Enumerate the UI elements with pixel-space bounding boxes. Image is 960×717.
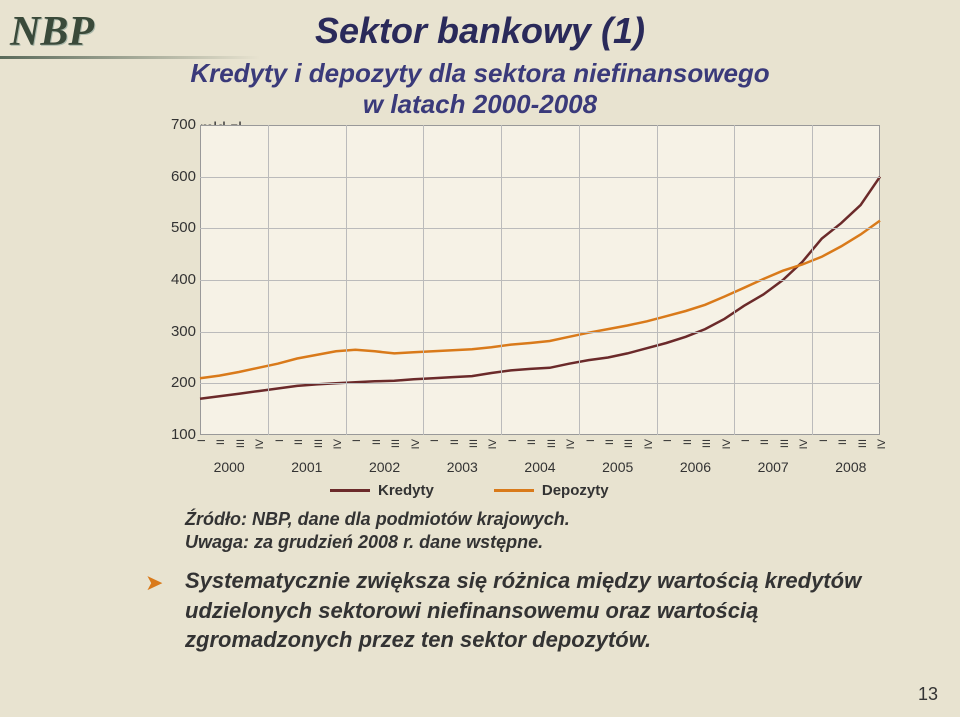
x-tick-quarter: III [235, 439, 247, 448]
x-tick-quarter: I [351, 439, 363, 442]
x-tick-quarter: I [662, 439, 674, 442]
page-title: Sektor bankowy (1) [0, 10, 960, 52]
x-tick-year: 2007 [751, 459, 795, 475]
x-tick-quarter: III [390, 439, 402, 448]
x-tick-quarter: III [468, 439, 480, 448]
x-tick-quarter: II [837, 439, 849, 445]
x-tick-quarter: I [585, 439, 597, 442]
y-tick: 700 [160, 116, 196, 133]
legend-label-depozyty: Depozyty [542, 482, 609, 499]
x-tick-quarter: II [682, 439, 694, 445]
bullet-text: Systematycznie zwiększa się różnica międ… [185, 566, 900, 655]
x-tick-quarter: IV [876, 439, 888, 449]
legend-item-kredyty: Kredyty [330, 482, 434, 499]
x-tick-year: 2001 [285, 459, 329, 475]
bullet-row: ➤ Systematycznie zwiększa się różnica mi… [145, 566, 900, 655]
chart: 100200300400500600700IIIIIIIV2000IIIIIII… [160, 125, 880, 475]
x-tick-quarter: II [215, 439, 227, 445]
vertical-gridline [346, 125, 347, 435]
vertical-gridline [812, 125, 813, 435]
x-tick-quarter: III [701, 439, 713, 448]
gridline [200, 228, 880, 229]
x-tick-quarter: II [449, 439, 461, 445]
x-tick-quarter: IV [332, 439, 344, 449]
x-tick-quarter: IV [798, 439, 810, 449]
x-tick-quarter: II [526, 439, 538, 445]
gridline [200, 280, 880, 281]
page-subtitle: Kredyty i depozyty dla sektora niefinans… [0, 58, 960, 120]
x-tick-quarter: IV [643, 439, 655, 449]
x-tick-quarter: I [507, 439, 519, 442]
x-tick-quarter: I [196, 439, 208, 442]
y-tick: 600 [160, 168, 196, 185]
vertical-gridline [501, 125, 502, 435]
x-tick-quarter: II [759, 439, 771, 445]
gridline [200, 332, 880, 333]
x-tick-year: 2006 [673, 459, 717, 475]
x-tick-year: 2002 [363, 459, 407, 475]
y-tick: 500 [160, 219, 196, 236]
series-kredyty [200, 177, 880, 399]
vertical-gridline [579, 125, 580, 435]
note-remark: Uwaga: za grudzień 2008 r. dane wstępne. [185, 531, 570, 554]
x-tick-quarter: IV [565, 439, 577, 449]
y-tick: 400 [160, 271, 196, 288]
x-tick-quarter: I [818, 439, 830, 442]
x-tick-year: 2000 [207, 459, 251, 475]
legend: Kredyty Depozyty [330, 482, 609, 499]
x-tick-quarter: IV [721, 439, 733, 449]
x-tick-quarter: II [604, 439, 616, 445]
vertical-gridline [734, 125, 735, 435]
x-tick-quarter: I [740, 439, 752, 442]
x-tick-quarter: IV [254, 439, 266, 449]
x-tick-year: 2008 [829, 459, 873, 475]
bullet-arrow-icon: ➤ [145, 570, 163, 596]
chart-notes: Źródło: NBP, dane dla podmiotów krajowyc… [185, 508, 570, 555]
x-tick-quarter: III [623, 439, 635, 448]
x-tick-quarter: IV [410, 439, 422, 449]
x-tick-quarter: III [779, 439, 791, 448]
x-tick-quarter: IV [487, 439, 499, 449]
x-tick-quarter: III [313, 439, 325, 448]
x-tick-year: 2004 [518, 459, 562, 475]
subtitle-line-2: w latach 2000-2008 [363, 89, 597, 119]
x-tick-quarter: I [429, 439, 441, 442]
x-tick-quarter: II [371, 439, 383, 445]
page-number: 13 [918, 684, 938, 705]
y-tick: 100 [160, 426, 196, 443]
gridline [200, 383, 880, 384]
x-tick-quarter: III [546, 439, 558, 448]
x-tick-quarter: II [293, 439, 305, 445]
subtitle-line-1: Kredyty i depozyty dla sektora niefinans… [190, 58, 769, 88]
x-tick-quarter: III [857, 439, 869, 448]
y-tick: 200 [160, 374, 196, 391]
vertical-gridline [657, 125, 658, 435]
vertical-gridline [268, 125, 269, 435]
note-source: Źródło: NBP, dane dla podmiotów krajowyc… [185, 508, 570, 531]
vertical-gridline [423, 125, 424, 435]
x-tick-year: 2003 [440, 459, 484, 475]
gridline [200, 177, 880, 178]
series-depozyty [200, 221, 880, 379]
legend-label-kredyty: Kredyty [378, 482, 434, 499]
legend-item-depozyty: Depozyty [494, 482, 609, 499]
y-tick: 300 [160, 323, 196, 340]
x-tick-quarter: I [274, 439, 286, 442]
x-tick-year: 2005 [596, 459, 640, 475]
